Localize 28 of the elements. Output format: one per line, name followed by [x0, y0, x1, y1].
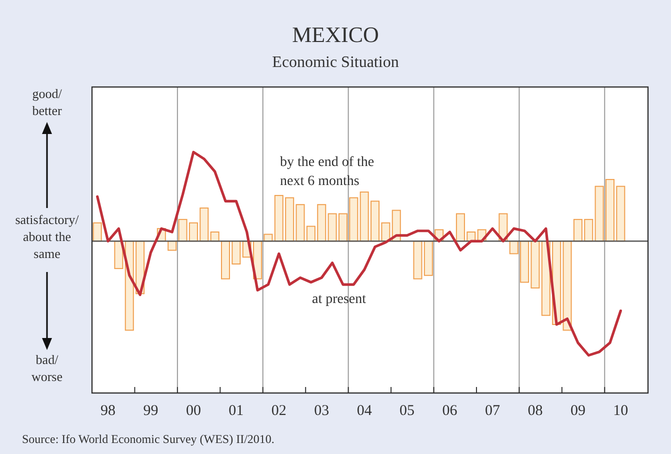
bar — [210, 232, 220, 242]
bar — [562, 240, 572, 331]
bar — [92, 222, 102, 242]
bar — [168, 240, 177, 251]
text: good/ better — [32, 86, 62, 118]
x-tick-label: 09 — [570, 403, 586, 419]
x-tick-label: 07 — [485, 403, 500, 419]
x-tick-label: 10 — [613, 403, 628, 419]
bar — [114, 240, 124, 270]
x-tick-label: 01 — [228, 403, 244, 419]
series-label: at present — [312, 292, 366, 307]
source-note: Source: Ifo World Economic Survey (WES) II/2010. — [22, 432, 274, 446]
x-tick-label: 05 — [400, 403, 415, 419]
bar — [424, 240, 433, 276]
chart-subtitle: Economic Situation — [272, 54, 399, 71]
x-tick-label: 02 — [271, 403, 286, 419]
text: satisfactory/ about the same — [15, 212, 80, 261]
x-tick-label: 00 — [186, 403, 201, 419]
x-tick-label: 04 — [356, 403, 372, 419]
x-tick-label: 03 — [314, 403, 330, 419]
chart-title: MEXICO — [292, 22, 379, 47]
series-label: by the end of the next 6 months — [280, 155, 374, 189]
bar — [413, 240, 422, 280]
x-tick-label: 06 — [442, 403, 458, 419]
text: bad/ worse — [31, 352, 63, 384]
x-tick-label: 98 — [100, 403, 116, 419]
x-tick-label: 99 — [143, 403, 158, 419]
x-tick-label: 08 — [528, 403, 543, 419]
